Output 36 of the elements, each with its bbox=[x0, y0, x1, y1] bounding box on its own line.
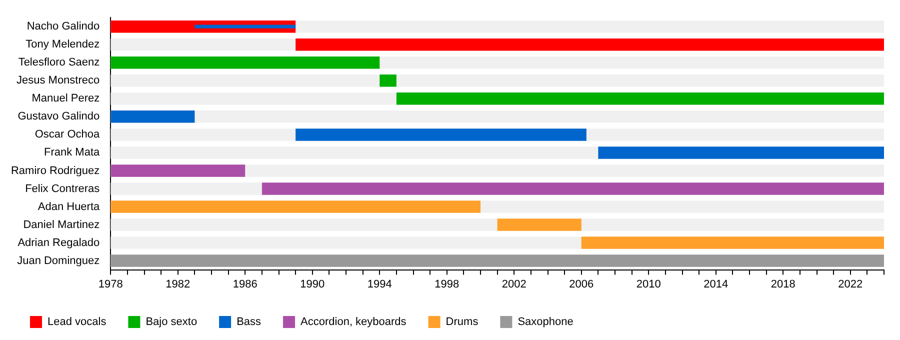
y-tick-label: Oscar Ochoa bbox=[34, 128, 101, 141]
x-tick-label: 1982 bbox=[166, 278, 190, 290]
legend-label: Drums bbox=[446, 316, 479, 328]
y-tick-label: Daniel Martinez bbox=[23, 218, 100, 231]
legend-label: Accordion, keyboards bbox=[300, 316, 407, 328]
y-tick-label: Telesfloro Saenz bbox=[18, 56, 100, 69]
x-tick-label: 1994 bbox=[367, 278, 392, 290]
x-tick-label: 2014 bbox=[704, 278, 728, 290]
legend-label: Lead vocals bbox=[48, 316, 107, 328]
y-tick-label: Jesus Monstreco bbox=[16, 74, 100, 87]
y-tick-label: Gustavo Galindo bbox=[18, 110, 100, 123]
x-tick-label: 2002 bbox=[502, 278, 526, 290]
x-tick-label: 2018 bbox=[770, 278, 796, 290]
x-tick-label: 1978 bbox=[98, 278, 123, 290]
legend-label: Bass bbox=[236, 316, 262, 328]
y-tick-label: Felix Contreras bbox=[25, 182, 100, 195]
y-tick-label: Nacho Galindo bbox=[26, 20, 100, 33]
x-tick-label: 1986 bbox=[232, 278, 258, 290]
x-tick-label: 1998 bbox=[434, 278, 460, 290]
y-tick-label: Adan Huerta bbox=[38, 200, 101, 213]
bar bbox=[380, 74, 396, 87]
x-tick-label: 2006 bbox=[569, 278, 594, 290]
y-tick-label: Adrian Regalado bbox=[18, 236, 100, 249]
y-tick-label: Frank Mata bbox=[44, 146, 101, 159]
legend-label: Saxophone bbox=[518, 316, 574, 328]
x-tick-label: 2010 bbox=[636, 278, 661, 290]
x-tick-label: 1990 bbox=[300, 278, 325, 290]
bar bbox=[110, 110, 195, 123]
y-tick-label: Ramiro Rodriguez bbox=[10, 164, 100, 177]
y-tick-label: Manuel Perez bbox=[32, 92, 100, 105]
bar bbox=[110, 164, 246, 177]
bar bbox=[497, 218, 582, 231]
x-tick-label: 2022 bbox=[838, 278, 863, 290]
legend-label: Bajo sexto bbox=[146, 316, 198, 328]
y-tick-label: Juan Dominguez bbox=[17, 254, 100, 267]
y-tick-label: Tony Melendez bbox=[26, 38, 100, 51]
